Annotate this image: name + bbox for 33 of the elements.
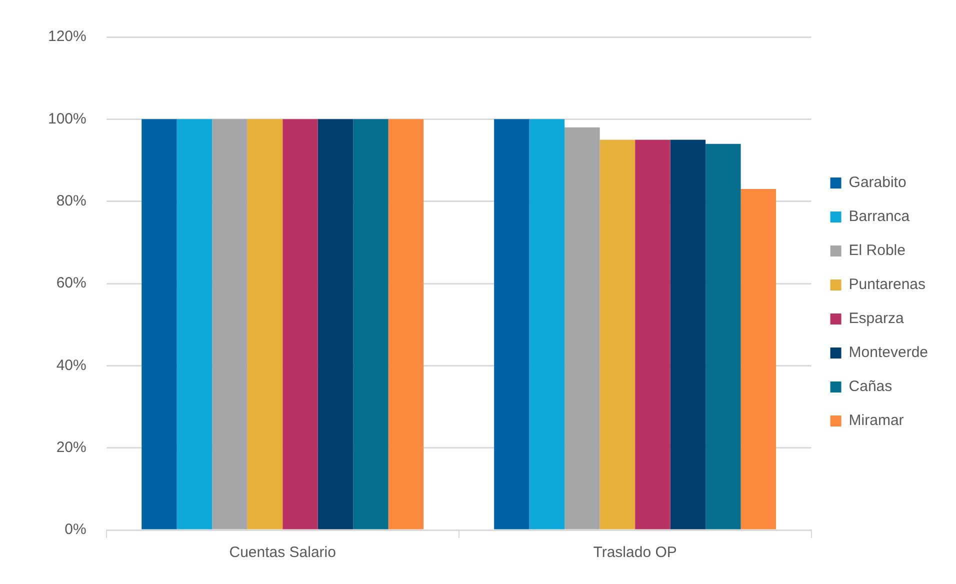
bar	[706, 144, 741, 530]
bar	[388, 119, 424, 530]
legend-label: Cañas	[848, 378, 892, 396]
y-tick-label: 80%	[56, 192, 86, 210]
bar	[494, 119, 530, 530]
bar	[247, 119, 283, 530]
bar	[176, 119, 212, 530]
bar	[353, 119, 388, 530]
y-tick-label: 20%	[56, 438, 86, 456]
bar	[212, 119, 248, 530]
y-tick-label: 40%	[56, 356, 86, 374]
y-tick-label: 0%	[64, 521, 86, 538]
legend-label: Barranca	[848, 208, 910, 226]
bar	[564, 127, 600, 530]
y-tick-label: 100%	[48, 110, 86, 128]
bar	[635, 140, 670, 530]
bar	[282, 119, 318, 530]
y-tick-label: 120%	[48, 28, 86, 46]
legend-label: El Roble	[848, 242, 906, 260]
bar	[142, 119, 177, 530]
x-tick-label: Cuentas Salario	[229, 544, 336, 562]
bar	[670, 140, 706, 530]
legend-label: Miramar	[848, 412, 904, 430]
bar	[318, 119, 354, 530]
legend-label: Garabito	[848, 174, 906, 192]
x-tick-label: Traslado OP	[593, 544, 677, 562]
bar	[529, 119, 565, 530]
y-tick-label: 60%	[56, 274, 86, 292]
legend-label: Puntarenas	[848, 276, 926, 294]
bar	[740, 189, 776, 530]
legend-label: Monteverde	[848, 344, 928, 362]
bar	[600, 140, 636, 530]
legend-label: Esparza	[848, 310, 904, 328]
